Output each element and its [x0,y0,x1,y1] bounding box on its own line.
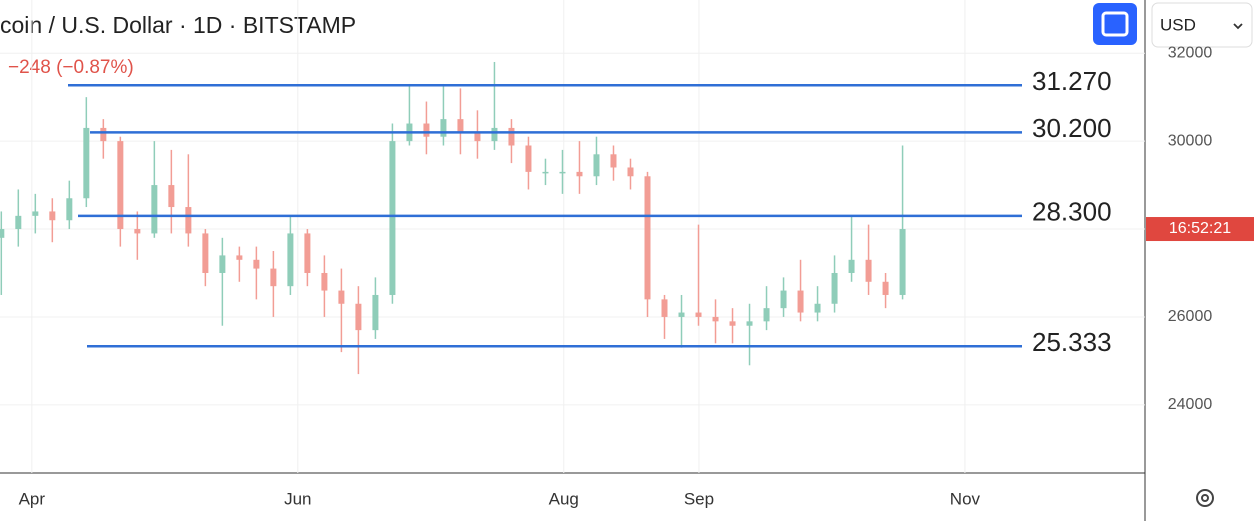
candle-body [15,215,22,230]
candle-body [287,233,294,287]
y-tick-label: 26000 [1168,308,1213,325]
candle-body [338,290,345,304]
grid [0,0,1145,473]
candle-body [66,198,73,221]
candle-body [372,294,379,331]
candle-body [865,259,872,282]
candle-body [661,299,668,317]
candle-body [746,321,753,326]
candle-body [100,127,107,142]
candle-body [678,312,685,317]
candle-body [576,171,583,177]
candle-body [202,233,209,273]
currency-select[interactable] [1151,2,1253,48]
candle-body [219,255,226,273]
candle-body [83,127,90,199]
candle-body [185,207,192,234]
candle-body [49,211,56,221]
candle-body [32,211,39,216]
candle-body [644,176,651,300]
currency: USD [1160,15,1196,34]
candle-body [627,167,634,177]
candle-body [491,127,498,142]
level-label: 30.200 [1032,113,1112,143]
x-tick-label: Nov [950,489,981,508]
y-tick-label: 30000 [1168,132,1213,149]
candle-body [814,303,821,313]
candle-body [389,141,396,295]
candle-body [593,154,600,177]
x-tick-label: Aug [549,489,579,508]
candle-body [253,259,260,269]
candle-body [831,272,838,304]
candle-body [695,312,702,317]
change: −248 (−0.87%) [8,57,134,78]
candle-body [763,308,770,322]
y-tick-label: 32000 [1168,44,1213,61]
levels: 31.270 30.200 28.300 25.333 [68,66,1112,357]
candle-body [474,132,481,142]
candle-body [729,321,736,326]
candle-body [0,229,5,238]
candle-body [780,290,787,309]
candle-body [355,303,362,331]
candle-body [610,154,617,168]
fullscreen-icon [1101,11,1129,37]
dropdown-arrow [1233,23,1243,30]
settings-icon-center [1201,494,1209,502]
candle-body [457,119,464,133]
level-label: 25.333 [1032,327,1112,357]
candle-body [117,141,124,230]
settings-icon[interactable] [1196,489,1214,507]
level-label: 28.300 [1032,197,1112,227]
candles [0,61,906,375]
candle-body [270,268,277,287]
candle-body [321,272,328,291]
x-tick-label: Sep [684,489,714,508]
candle-body [440,119,447,137]
candle-body [882,281,889,295]
candle-body [151,185,158,234]
candle-body [236,255,243,260]
chart-title: coin / U.S. Dollar · 1D · BITSTAMP [0,12,356,38]
x-tick-label: Apr [19,489,46,508]
candle-body [899,229,906,295]
y-tick-label: 24000 [1168,396,1213,413]
candle-body [423,123,430,137]
candle-body [525,145,532,172]
x-tick-label: Jun [284,489,311,508]
price-tag-box [1146,217,1254,242]
candle-body [712,316,719,322]
fullscreen-button[interactable] [1093,3,1137,45]
price-tag: 16:52:21 [1169,220,1231,237]
level-label: 31.270 [1032,66,1112,96]
candle-body [134,229,141,234]
candle-body [508,127,515,146]
candle-body [848,259,855,273]
candle-body [797,290,804,313]
candle-body [542,171,549,174]
candle-body [304,233,311,273]
candle-body [168,185,175,208]
candle-body [559,171,566,174]
